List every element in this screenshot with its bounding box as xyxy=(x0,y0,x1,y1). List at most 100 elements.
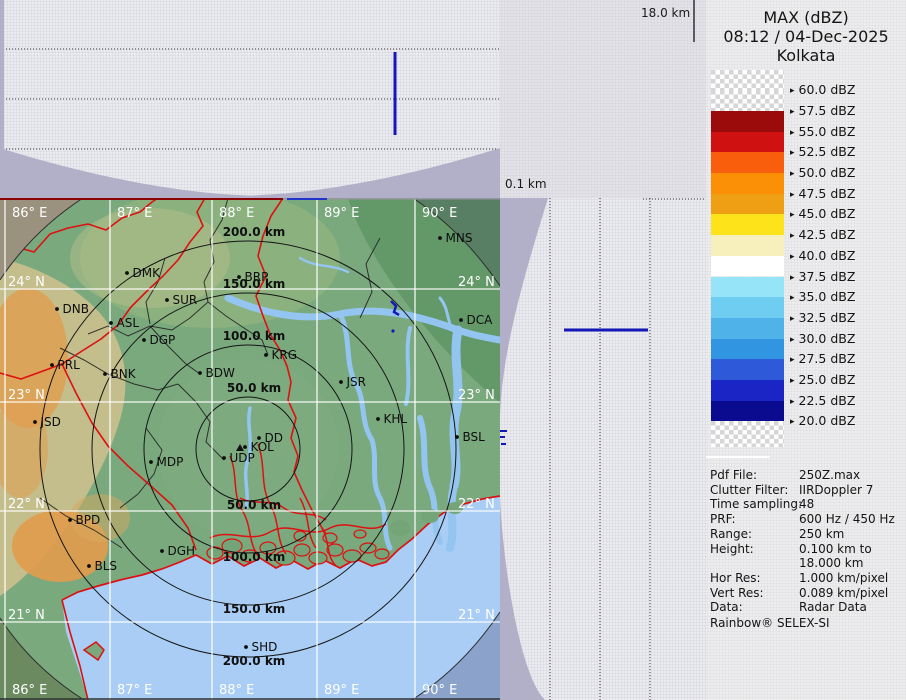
tick-arrow-icon: ▸ xyxy=(790,293,795,304)
scale-tick-label: ▸ 22.5 dBZ xyxy=(790,393,855,408)
station-name: Kolkata xyxy=(776,46,836,65)
panel-separator-line xyxy=(693,0,695,42)
tick-arrow-icon: ▸ xyxy=(790,106,795,117)
coast-islet xyxy=(82,641,105,662)
tick-arrow-icon: ▸ xyxy=(790,231,795,242)
city-dot xyxy=(87,564,91,568)
city-label: DGP xyxy=(150,333,176,347)
latitude-label: 23° N xyxy=(458,388,495,403)
scale-tick-label: ▸ 25.0 dBZ xyxy=(790,373,855,387)
tick-arrow-icon: ▸ xyxy=(790,251,795,262)
city-dot xyxy=(198,371,202,375)
city-dot xyxy=(125,271,129,275)
scale-value: 55.0 dBZ xyxy=(798,123,856,139)
city-label: BLS xyxy=(95,559,118,573)
metadata-value: 250 km xyxy=(799,526,845,541)
scale-value: 20.0 dBZ xyxy=(798,413,856,429)
city-label: KRG xyxy=(272,348,298,362)
city-label: BPD xyxy=(76,513,101,527)
latitude-label: 22° N xyxy=(8,497,45,512)
scale-block xyxy=(711,338,784,360)
scale-value: 42.5 dBZ xyxy=(798,227,856,243)
scale-tick-label: ▸ 35.0 dBZ xyxy=(790,290,855,304)
city-dot xyxy=(165,298,169,302)
city-label: MNS xyxy=(446,231,473,245)
tick-arrow-icon: ▸ xyxy=(790,148,795,159)
metadata-value: 48 xyxy=(799,497,815,512)
tick-arrow-icon: ▸ xyxy=(790,127,795,138)
longitude-label: 87° E xyxy=(117,206,152,221)
metadata-value: 600 Hz / 450 Hz xyxy=(799,512,895,527)
scale-value: 52.5 dBZ xyxy=(798,144,856,160)
scale-tick-label: ▸ 32.5 dBZ xyxy=(790,309,856,325)
city-label: UDP xyxy=(230,451,255,465)
city-dot xyxy=(222,456,226,460)
out-of-range-se xyxy=(412,612,500,700)
scale-block-transparent xyxy=(711,69,784,91)
scale-value: 32.5 dBZ xyxy=(798,309,856,325)
city-label: SHD xyxy=(252,640,278,654)
tick-arrow-icon: ▸ xyxy=(790,210,795,221)
latitude-label: 22° N xyxy=(458,497,495,512)
metadata-row: Vert Res: 0.089 km/pixel xyxy=(710,586,904,601)
software-brand: Rainbow® SELEX-SI xyxy=(710,616,830,630)
out-of-range-strip xyxy=(0,0,4,162)
radar-map-svg: 50.0 km 50.0 km 100.0 km 100.0 km 150.0 km 15… xyxy=(0,198,500,700)
city-label: DD xyxy=(265,431,283,445)
tick-arrow-icon: ▸ xyxy=(790,169,795,179)
sea-bay-of-bengal xyxy=(62,496,500,700)
state-boundaries xyxy=(0,198,335,700)
city-dot xyxy=(455,435,459,439)
scale-tick-label: ▸ 55.0 dBZ xyxy=(790,123,856,139)
estuary-channels xyxy=(209,443,387,567)
scale-value: 27.5 dBZ xyxy=(798,351,856,367)
range-ring xyxy=(195,396,301,502)
scale-tick-label: ▸ 57.5 dBZ xyxy=(790,103,855,118)
scale-block-transparent xyxy=(711,421,784,448)
city-dot xyxy=(142,338,146,342)
latitude-label: 24° N xyxy=(458,275,495,290)
scale-block-transparent xyxy=(711,90,784,111)
longitude-label: 89° E xyxy=(324,683,359,698)
metadata-label: Data: xyxy=(710,600,743,615)
metadata-value: Radar Data xyxy=(799,600,867,615)
longitude-label: 86° E xyxy=(12,206,47,221)
metadata-label: Height: xyxy=(710,541,754,556)
range-ring-label: 100.0 km xyxy=(223,329,286,343)
longitude-label: 89° E xyxy=(324,206,359,221)
echo-map-dot xyxy=(391,329,395,333)
scale-block xyxy=(711,380,784,401)
city-dot xyxy=(376,417,380,421)
city-label: ASL xyxy=(117,316,140,330)
metadata-row: Range: 250 km xyxy=(710,527,904,542)
city-label: PRL xyxy=(58,358,81,372)
city-dot xyxy=(257,436,261,440)
city-dot xyxy=(149,460,153,464)
city-dot xyxy=(243,445,247,449)
terrain-center xyxy=(158,359,338,539)
scale-block xyxy=(711,297,784,318)
metadata-value: 250Z.max xyxy=(799,468,861,482)
city-label: JSD xyxy=(40,415,61,429)
longitude-label: 88° E xyxy=(219,206,254,221)
city-dot xyxy=(438,236,442,240)
scale-tick-label: ▸ 60.0 dBZ xyxy=(790,83,855,97)
cross-section-top-panel xyxy=(0,0,500,198)
scale-value: 35.0 dBZ xyxy=(798,289,856,305)
legend-panel: MAX (dBZ) 08:12 / 04-Dec-2025 Kolkata ▸ 6… xyxy=(706,0,906,700)
metadata-row: Pdf File: 250Z.max xyxy=(710,468,904,483)
range-ring xyxy=(39,240,457,658)
out-of-range-nw xyxy=(0,198,83,280)
city-dot xyxy=(55,307,59,311)
city-dot xyxy=(33,420,37,424)
scale-value: 50.0 dBZ xyxy=(798,165,856,180)
tick-arrow-icon: ▸ xyxy=(790,86,795,97)
metadata-label: Time sampling: xyxy=(710,497,803,512)
height-min-label: 0.1 km xyxy=(505,177,547,191)
metadata-row: Hor Res: 1.000 km/pixel xyxy=(710,571,904,586)
scale-block xyxy=(711,400,784,422)
scale-block xyxy=(711,152,784,173)
city-dot xyxy=(264,353,268,357)
city-label: KHL xyxy=(384,412,408,426)
metadata-label: Clutter Filter: xyxy=(710,482,789,497)
